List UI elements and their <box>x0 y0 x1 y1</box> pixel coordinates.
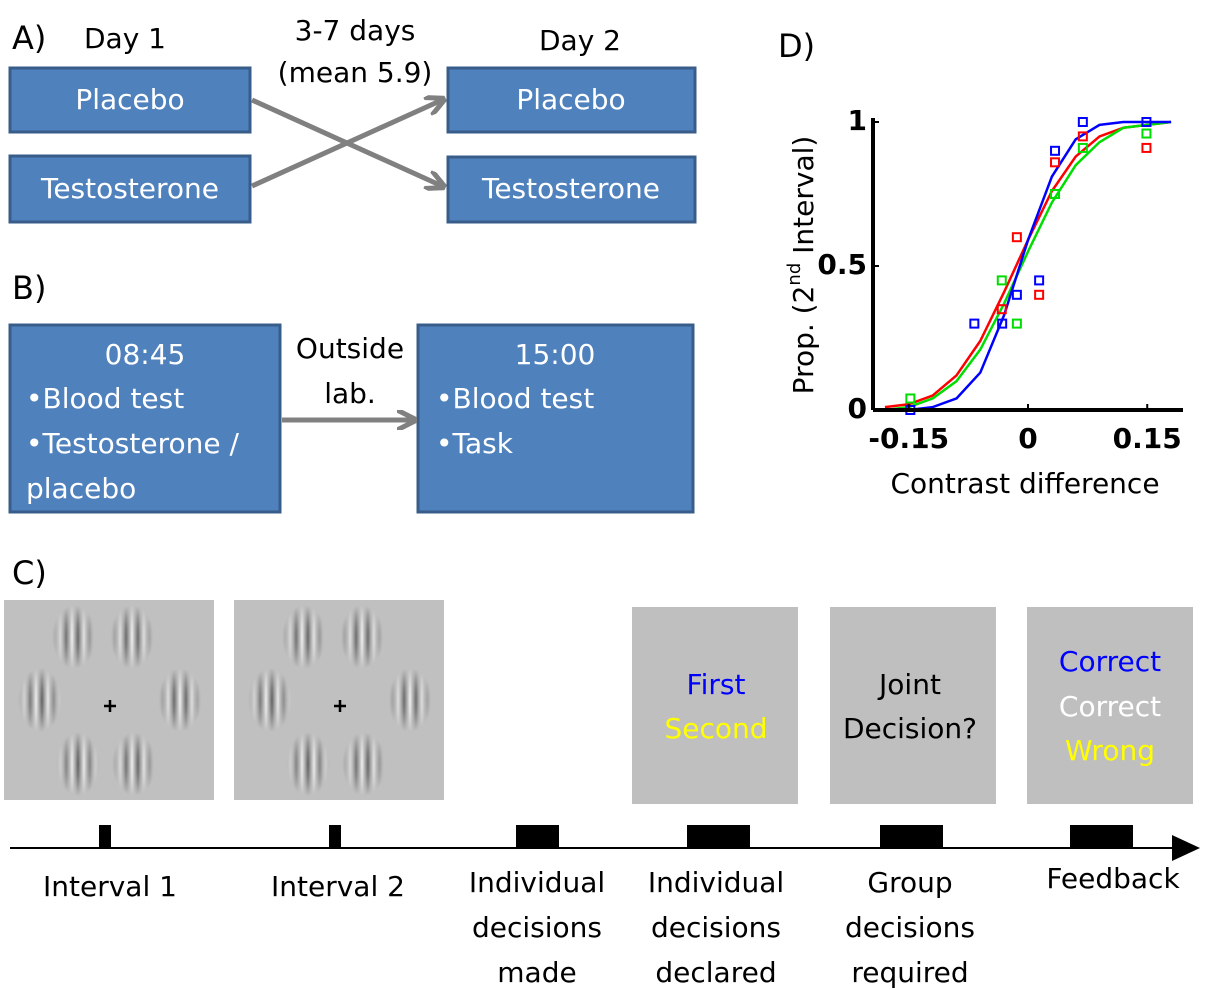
panel-label: B) <box>12 269 46 307</box>
panel-label: D) <box>778 27 815 65</box>
x-tick-label: 0.15 <box>1113 422 1182 455</box>
fit-curve <box>885 122 1171 410</box>
event-label: decisions <box>845 911 975 944</box>
data-point <box>1013 320 1021 328</box>
event-marker <box>329 825 341 848</box>
screen-text: Second <box>664 712 767 745</box>
data-point <box>970 320 978 328</box>
x-tick-label: -0.15 <box>868 422 949 455</box>
gap-label: (mean 5.9) <box>278 56 433 89</box>
session-time: 08:45 <box>105 338 186 371</box>
condition-text: Testosterone <box>481 172 660 205</box>
screen-text: Correct <box>1059 645 1161 678</box>
transition-text: Outside <box>296 332 404 365</box>
session-item: •Testosterone / <box>26 427 239 460</box>
event-label: declared <box>655 956 776 989</box>
screen-text: Decision? <box>843 712 977 745</box>
session-item: placebo <box>26 472 136 505</box>
y-tick-label: 1 <box>848 104 867 137</box>
session-time: 15:00 <box>515 338 596 371</box>
data-point <box>1013 233 1021 241</box>
fit-curve <box>885 122 1171 407</box>
event-marker <box>99 825 111 848</box>
y-tick-label: 0.5 <box>817 248 867 281</box>
event-label: Feedback <box>1046 862 1180 895</box>
panel-label: A) <box>12 19 46 57</box>
screen-text: Joint <box>877 668 941 701</box>
event-label: Individual <box>648 866 784 899</box>
event-marker <box>687 825 750 848</box>
figure: A) Day 1 3-7 days (mean 5.9) Day 2 Place… <box>0 0 1205 990</box>
response-screen <box>632 607 798 804</box>
day-label: Day 1 <box>84 22 166 55</box>
y-axis-label-part: Interval) <box>787 136 820 263</box>
data-point <box>1035 276 1043 284</box>
event-marker <box>1070 825 1133 848</box>
data-point <box>1079 118 1087 126</box>
y-axis-label-sup: nd <box>784 263 805 286</box>
transition-text: lab. <box>324 377 376 410</box>
fit-curve <box>885 122 1171 410</box>
event-label: Interval 2 <box>271 870 405 903</box>
gap-label: 3-7 days <box>295 14 416 47</box>
event-marker <box>516 825 559 848</box>
session-item: •Blood test <box>436 382 594 415</box>
data-point <box>906 394 914 402</box>
y-tick-label: 0 <box>848 392 867 425</box>
screen-text: Wrong <box>1065 734 1155 767</box>
event-label: Interval 1 <box>43 870 177 903</box>
data-point <box>1013 291 1021 299</box>
condition-text: Placebo <box>75 83 184 116</box>
y-axis-label-part: Prop. (2 <box>787 286 820 395</box>
data-point <box>1142 144 1150 152</box>
panel-label: C) <box>12 554 47 592</box>
session-item: •Blood test <box>26 382 184 415</box>
screen-text: First <box>687 668 746 701</box>
event-label: Individual <box>469 866 605 899</box>
screen-text: Correct <box>1059 690 1161 723</box>
event-label: Group <box>867 866 952 899</box>
event-marker <box>880 825 943 848</box>
data-point <box>1035 291 1043 299</box>
x-tick-label: 0 <box>1018 422 1037 455</box>
data-point <box>998 276 1006 284</box>
day-label: Day 2 <box>539 24 621 57</box>
event-label: decisions <box>651 911 781 944</box>
response-screen <box>830 607 996 804</box>
event-label: made <box>497 956 576 989</box>
timeline-arrow <box>1172 835 1200 861</box>
data-point <box>1051 147 1059 155</box>
condition-text: Testosterone <box>40 172 219 205</box>
session-item: •Task <box>436 427 514 460</box>
condition-text: Placebo <box>516 83 625 116</box>
data-point <box>1142 130 1150 138</box>
y-axis-label: Prop. (2nd Interval) <box>784 136 820 395</box>
x-axis-label: Contrast difference <box>890 467 1159 500</box>
event-label: decisions <box>472 911 602 944</box>
event-label: required <box>851 956 968 989</box>
